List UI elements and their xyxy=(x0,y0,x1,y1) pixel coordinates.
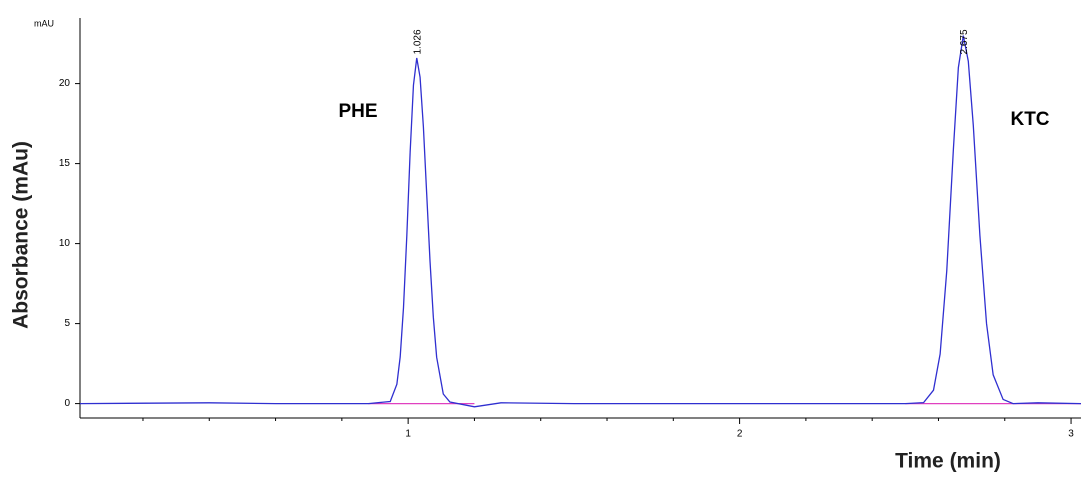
y-tick-label: 10 xyxy=(59,238,71,249)
trace xyxy=(79,35,1081,408)
y-axis-label: Absorbance (mAu) xyxy=(10,141,33,329)
peak-time-label: 2.675 xyxy=(959,29,970,54)
peak-name: KTC xyxy=(1010,109,1049,130)
y-unit: mAU xyxy=(34,18,54,28)
y-tick-label: 0 xyxy=(64,398,70,409)
x-tick-label: 2 xyxy=(737,429,743,440)
y-tick-label: 5 xyxy=(64,318,70,329)
y-tick-label: 20 xyxy=(59,78,71,89)
x-tick-label: 3 xyxy=(1068,429,1074,440)
peak-time-label: 1.026 xyxy=(412,29,423,54)
x-tick-label: 1 xyxy=(405,429,411,440)
x-axis-label: Time (min) xyxy=(895,450,1001,473)
peak-name: PHE xyxy=(338,101,377,122)
y-tick-label: 15 xyxy=(59,158,71,169)
